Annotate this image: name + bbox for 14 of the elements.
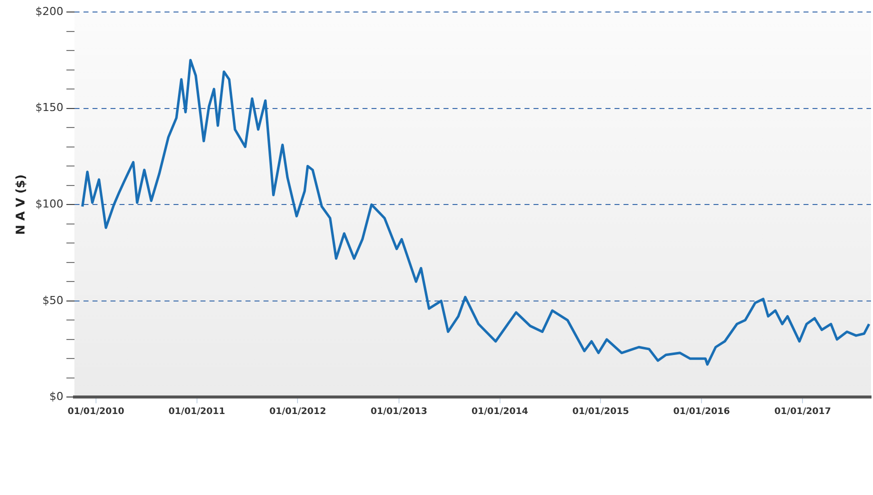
x-tick-label: 01/01/2015 [572, 406, 630, 417]
y-tick-label: $200 [35, 4, 64, 18]
x-tick-label: 01/01/2017 [774, 406, 832, 417]
x-tick-label: 01/01/2012 [269, 406, 326, 417]
x-tick-label: 01/01/2010 [68, 406, 124, 417]
x-tick-label: 01/01/2014 [471, 406, 528, 417]
x-tick-label: 01/01/2016 [673, 406, 730, 417]
y-tick-label: $0 [49, 390, 64, 404]
x-tick-label: 01/01/2013 [370, 406, 428, 417]
y-tick-label: $50 [42, 294, 64, 307]
y-tick-label: $150 [35, 101, 64, 114]
y-tick-label: $100 [35, 197, 64, 210]
y-axis-title: N A V ($) [13, 174, 28, 235]
x-tick-label: 01/01/2011 [168, 406, 226, 417]
